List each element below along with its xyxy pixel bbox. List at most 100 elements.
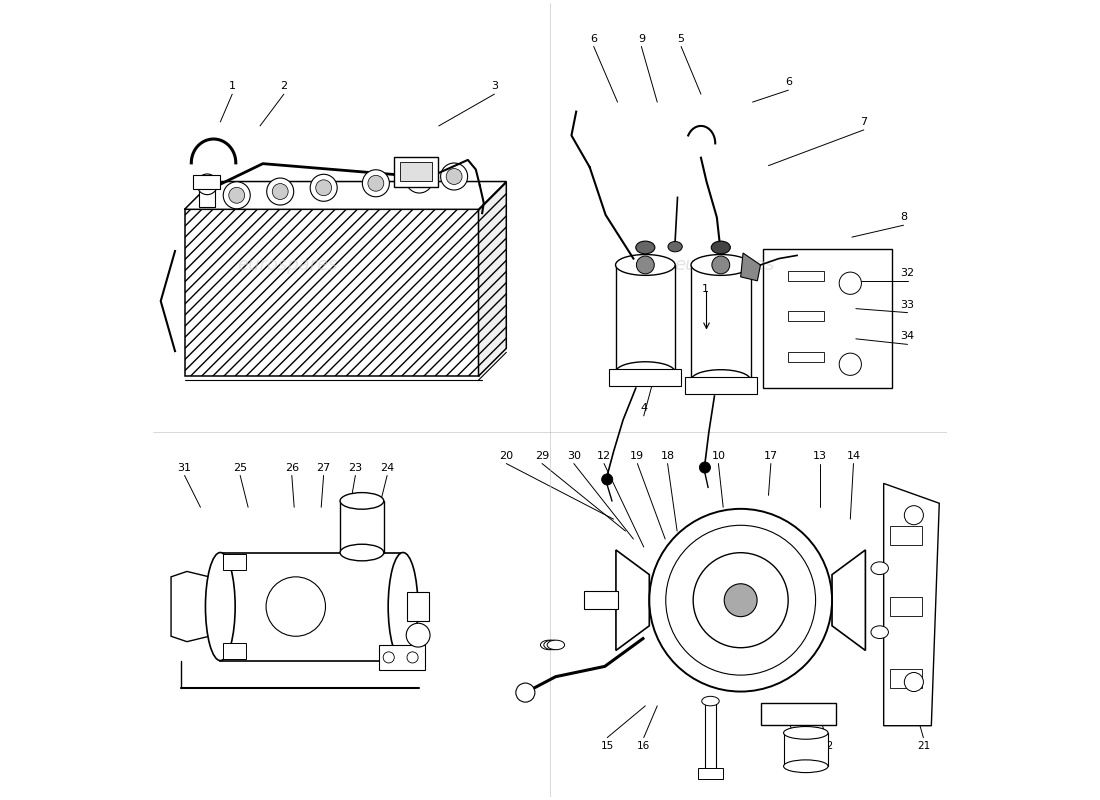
Ellipse shape xyxy=(871,626,889,638)
Ellipse shape xyxy=(388,553,418,661)
Ellipse shape xyxy=(547,640,564,650)
Text: 1: 1 xyxy=(702,284,708,294)
Circle shape xyxy=(441,163,468,190)
Circle shape xyxy=(839,272,861,294)
Text: 6: 6 xyxy=(591,34,597,43)
Bar xyxy=(407,592,429,621)
Circle shape xyxy=(839,353,861,375)
Circle shape xyxy=(700,462,711,473)
Circle shape xyxy=(693,553,789,648)
Text: 17: 17 xyxy=(763,450,778,461)
Ellipse shape xyxy=(702,696,719,706)
Circle shape xyxy=(197,174,218,194)
Circle shape xyxy=(223,182,250,209)
Bar xyxy=(192,174,220,189)
Text: 31: 31 xyxy=(177,462,191,473)
Circle shape xyxy=(712,256,729,274)
Text: 23: 23 xyxy=(349,462,362,473)
Ellipse shape xyxy=(691,254,750,275)
Bar xyxy=(394,157,438,187)
Polygon shape xyxy=(616,550,649,650)
Bar xyxy=(340,501,384,553)
Text: 29: 29 xyxy=(535,450,549,461)
Ellipse shape xyxy=(636,241,654,254)
Ellipse shape xyxy=(540,640,558,650)
Circle shape xyxy=(367,175,384,191)
Ellipse shape xyxy=(340,493,384,509)
Ellipse shape xyxy=(206,553,235,661)
Text: 10: 10 xyxy=(712,450,725,461)
Bar xyxy=(616,265,675,372)
Circle shape xyxy=(411,171,427,187)
Text: 5: 5 xyxy=(678,34,684,43)
Text: 11: 11 xyxy=(788,741,801,750)
Text: 18: 18 xyxy=(660,450,674,461)
Text: 34: 34 xyxy=(901,331,914,342)
Text: 27: 27 xyxy=(317,462,331,473)
Text: 30: 30 xyxy=(566,450,581,461)
Text: 16: 16 xyxy=(637,741,650,750)
Text: 21: 21 xyxy=(916,741,930,750)
Text: eurospares: eurospares xyxy=(674,598,775,615)
Circle shape xyxy=(649,509,832,691)
Ellipse shape xyxy=(340,544,384,561)
Text: eurospares: eurospares xyxy=(238,598,338,615)
Bar xyxy=(691,265,750,380)
Text: 20: 20 xyxy=(499,450,514,461)
Text: 2: 2 xyxy=(280,81,287,91)
Circle shape xyxy=(666,526,815,675)
Text: 14: 14 xyxy=(846,450,860,461)
Polygon shape xyxy=(883,483,939,726)
Text: 3: 3 xyxy=(491,81,498,91)
Text: 19: 19 xyxy=(630,450,645,461)
Bar xyxy=(890,526,922,545)
Ellipse shape xyxy=(712,241,730,254)
Ellipse shape xyxy=(871,562,889,574)
Ellipse shape xyxy=(783,760,828,773)
Bar xyxy=(697,768,723,779)
Circle shape xyxy=(266,577,326,636)
Bar xyxy=(220,553,403,661)
Bar xyxy=(223,554,245,570)
Text: 9: 9 xyxy=(638,34,645,43)
Bar xyxy=(783,733,828,766)
Ellipse shape xyxy=(616,362,675,382)
Ellipse shape xyxy=(668,242,682,252)
Polygon shape xyxy=(478,182,506,376)
Circle shape xyxy=(316,180,331,196)
Bar xyxy=(379,645,426,670)
Bar xyxy=(609,369,682,386)
Text: 24: 24 xyxy=(379,462,394,473)
Ellipse shape xyxy=(616,254,675,275)
Text: 6: 6 xyxy=(784,78,792,87)
Circle shape xyxy=(273,183,288,199)
Text: 32: 32 xyxy=(901,268,914,278)
Polygon shape xyxy=(185,182,506,210)
Bar xyxy=(199,184,216,206)
Polygon shape xyxy=(740,253,760,281)
Circle shape xyxy=(904,673,923,691)
Circle shape xyxy=(602,474,613,485)
Text: 8: 8 xyxy=(900,212,908,222)
Circle shape xyxy=(904,506,923,525)
Ellipse shape xyxy=(691,370,750,390)
Text: 12: 12 xyxy=(597,450,612,461)
Circle shape xyxy=(724,584,757,617)
Bar xyxy=(584,591,618,609)
Text: 4: 4 xyxy=(640,403,647,413)
Circle shape xyxy=(516,683,535,702)
Bar xyxy=(789,311,824,321)
Circle shape xyxy=(407,652,418,663)
Circle shape xyxy=(447,169,462,185)
Text: 15: 15 xyxy=(601,741,614,750)
Text: 13: 13 xyxy=(813,450,827,461)
Circle shape xyxy=(406,623,430,647)
Bar xyxy=(890,597,922,616)
Polygon shape xyxy=(832,550,866,650)
Circle shape xyxy=(406,166,433,193)
Bar xyxy=(705,699,716,770)
Polygon shape xyxy=(763,249,892,388)
Ellipse shape xyxy=(783,726,828,739)
Text: 26: 26 xyxy=(285,462,299,473)
Circle shape xyxy=(266,178,294,205)
